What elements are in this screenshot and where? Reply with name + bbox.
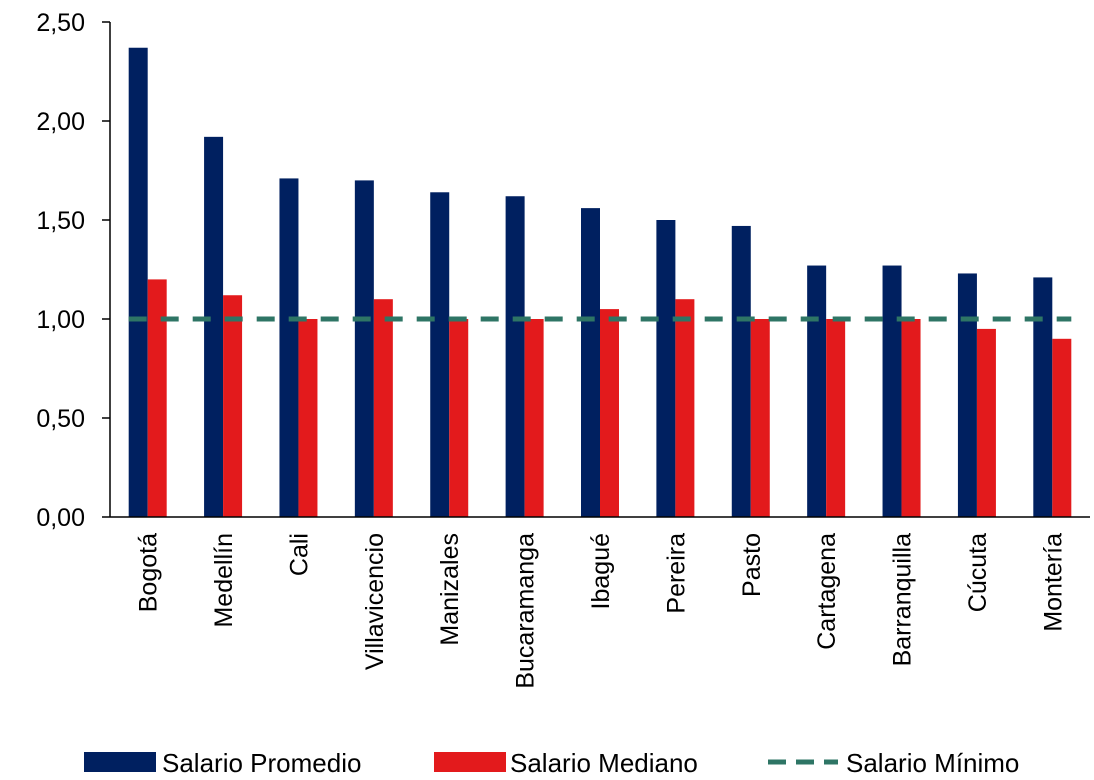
- bar-salario-promedio-monteria: [1033, 277, 1053, 517]
- bar-salario-mediano-medellin: [223, 295, 243, 517]
- bar-salario-mediano-monteria: [1052, 338, 1072, 517]
- x-tick-label: Montería: [1039, 533, 1067, 632]
- bar-salario-mediano-cartagena: [826, 319, 846, 517]
- y-tick-label: 0,00: [36, 504, 85, 532]
- legend-label-salario-minimo: Salario Mínimo: [846, 748, 1019, 778]
- legend: Salario Promedio Salario Mediano Salario…: [84, 748, 1019, 778]
- x-tick-label: Cali: [285, 533, 313, 576]
- x-tick-label: Bucaramanga: [512, 533, 540, 689]
- bar-salario-promedio-pereira: [656, 220, 676, 517]
- bar-salario-promedio-bucaramanga: [505, 196, 525, 518]
- x-tick-label: Manizales: [436, 533, 464, 646]
- bar-salario-promedio-ibague: [581, 208, 600, 517]
- bars: [128, 47, 1072, 518]
- bar-salario-mediano-cali: [298, 319, 318, 517]
- bar-salario-mediano-pereira: [675, 299, 695, 517]
- y-tick-label: 2,00: [36, 108, 85, 136]
- x-tick-label: Villavicencio: [361, 533, 389, 670]
- x-tick-label: Pereira: [662, 533, 690, 614]
- legend-label-salario-promedio: Salario Promedio: [162, 748, 361, 778]
- x-tick-label: Pasto: [738, 533, 766, 597]
- legend-swatch-salario-mediano: [434, 752, 506, 772]
- legend-label-salario-mediano: Salario Mediano: [510, 748, 698, 778]
- x-tick-label: Bogotá: [135, 533, 163, 612]
- y-tick-label: 2,50: [36, 9, 85, 37]
- x-axis: Bogotá Medellín Cali Villavicencio Manizales…: [110, 516, 1090, 689]
- x-tick-label: Medellín: [210, 533, 238, 628]
- bar-salario-mediano-manizales: [449, 319, 469, 517]
- bar-salario-promedio-cartagena: [807, 265, 827, 517]
- x-tick-label: Barranquilla: [889, 533, 917, 667]
- bar-salario-mediano-barranquilla: [901, 319, 921, 517]
- bar-salario-mediano-bogota: [147, 279, 167, 517]
- bar-salario-mediano-villavicencio: [373, 299, 393, 517]
- bar-salario-promedio-cali: [279, 178, 299, 518]
- bar-salario-promedio-cucuta: [957, 273, 977, 517]
- bar-salario-promedio-pasto: [731, 225, 751, 517]
- bar-salario-mediano-pasto: [750, 319, 770, 517]
- bar-salario-promedio-bogota: [128, 47, 148, 518]
- y-tick-label: 1,50: [36, 207, 85, 235]
- y-axis: 0,00 0,50 1,00 1,50 2,00 2,50: [36, 9, 111, 532]
- bar-salario-promedio-villavicencio: [354, 180, 374, 517]
- bar-salario-promedio-manizales: [430, 192, 450, 517]
- y-tick-label: 0,50: [36, 405, 85, 433]
- x-tick-label: Ibagué: [587, 533, 615, 609]
- bar-salario-promedio-medellin: [204, 136, 224, 517]
- x-tick-label: Cartagena: [813, 533, 841, 650]
- bar-salario-mediano-ibague: [600, 309, 619, 517]
- legend-swatch-salario-promedio: [84, 752, 156, 772]
- bar-salario-mediano-cucuta: [976, 328, 996, 517]
- y-tick-label: 1,00: [36, 306, 85, 334]
- bar-salario-promedio-barranquilla: [882, 265, 902, 517]
- bar-salario-mediano-bucaramanga: [524, 319, 544, 517]
- x-tick-label: Cúcuta: [964, 533, 992, 612]
